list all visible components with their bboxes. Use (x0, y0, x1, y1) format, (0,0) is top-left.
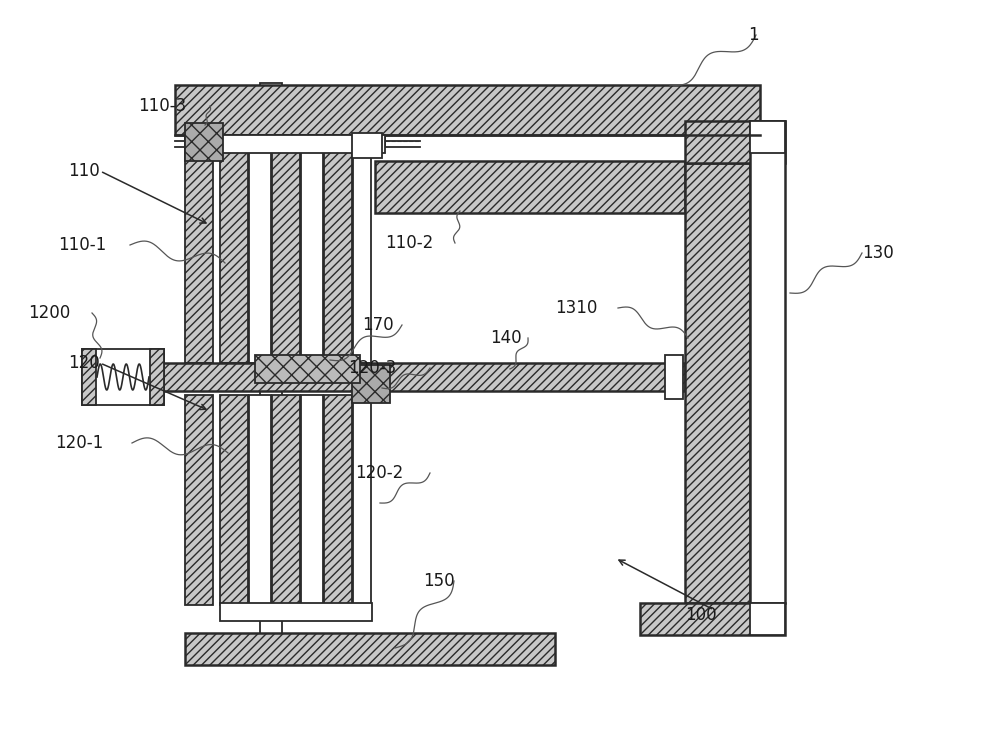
Text: 120-2: 120-2 (355, 464, 403, 482)
Bar (185, 135, 385, 145)
Bar (685, 163, 750, 603)
Bar (301, 143, 323, 363)
Text: 1200: 1200 (28, 304, 70, 322)
Text: 110-1: 110-1 (58, 236, 106, 254)
Text: 120-3: 120-3 (348, 359, 396, 377)
Bar (665, 355, 683, 399)
Bar (750, 603, 785, 635)
Bar (185, 395, 213, 605)
Bar (353, 143, 371, 363)
Bar (150, 349, 164, 405)
Bar (255, 355, 360, 383)
Bar (185, 143, 213, 363)
Text: 100: 100 (685, 606, 717, 624)
Bar (249, 143, 271, 363)
Bar (260, 83, 282, 665)
Bar (220, 603, 372, 621)
Bar (82, 349, 164, 405)
Text: 120-1: 120-1 (55, 434, 103, 452)
Text: 1310: 1310 (555, 299, 597, 317)
Text: 130: 130 (862, 244, 894, 262)
Text: 170: 170 (362, 316, 394, 334)
Bar (220, 143, 248, 363)
Text: 150: 150 (423, 572, 455, 590)
Bar (82, 349, 96, 405)
Bar (750, 121, 785, 603)
Bar (324, 395, 352, 605)
Bar (220, 395, 248, 605)
Text: 110: 110 (68, 162, 100, 180)
Bar (685, 121, 785, 163)
Bar (640, 603, 785, 635)
Text: 120: 120 (68, 354, 100, 372)
Bar (185, 633, 555, 665)
Bar (175, 85, 760, 135)
Bar (249, 395, 271, 605)
Bar (750, 121, 785, 153)
Bar (272, 395, 300, 605)
Text: 110-3: 110-3 (138, 97, 186, 115)
Bar (272, 143, 300, 363)
Bar (324, 143, 352, 363)
Bar (301, 395, 323, 605)
Bar (353, 395, 371, 605)
Bar (185, 135, 385, 153)
Text: 140: 140 (490, 329, 522, 347)
Text: 110-2: 110-2 (385, 234, 433, 252)
Bar (185, 123, 223, 161)
Bar (352, 365, 390, 403)
Bar (130, 363, 685, 391)
Text: 1: 1 (748, 26, 759, 44)
Bar (352, 133, 382, 158)
Bar (375, 161, 685, 213)
